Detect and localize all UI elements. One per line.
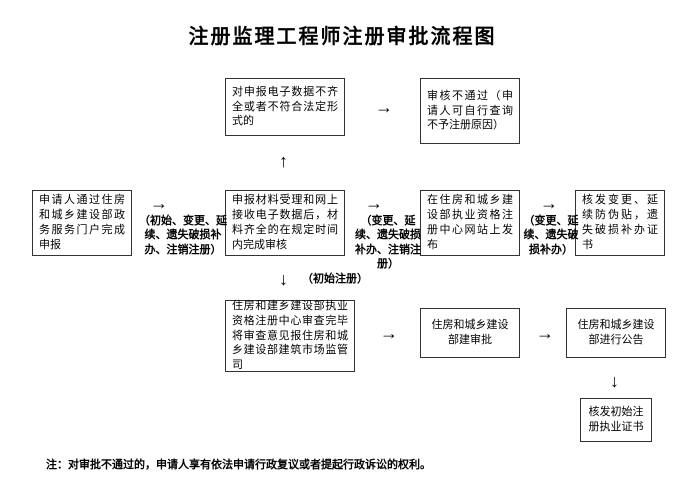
- node-issue-sticker-cert: 核发变更、延续防伪贴，遗失破损补办证书: [575, 190, 665, 256]
- arrow-down-icon: ↓: [610, 372, 619, 390]
- flowchart-canvas: 注册监理工程师注册审批流程图 申请人通过住房和城乡建设部政务服务门户完成申报 申…: [0, 0, 685, 500]
- node-review-fail: 审核不通过（申请人可自行查询不予注册原因）: [420, 78, 520, 144]
- edge-label: （初始注册）: [300, 272, 370, 286]
- footnote: 注：对审批不通过的，申请人享有依法申请行政复议或者提起行政诉讼的权利。: [46, 456, 431, 472]
- edge-label: （变更、延续、遗失破损补办）: [520, 214, 582, 257]
- arrow-right-icon: →: [150, 194, 168, 212]
- page-title: 注册监理工程师注册审批流程图: [0, 20, 685, 49]
- arrow-right-icon: →: [365, 194, 383, 212]
- arrow-down-icon: ↓: [279, 270, 288, 288]
- node-ministry-announce: 住房和城乡建设部进行公告: [566, 308, 666, 358]
- node-applicant-submit: 申请人通过住房和城乡建设部政务服务门户完成申报: [32, 190, 132, 256]
- node-ministry-approval: 住房和城乡建设部建审批: [420, 308, 520, 358]
- node-qualification-center: 住房和建乡建设部执业资格注册中心审查完毕将审查意见报住房和城乡建设部建筑市场监管…: [225, 300, 355, 372]
- arrow-right-icon: →: [380, 324, 398, 342]
- arrow-right-icon: →: [536, 324, 554, 342]
- arrow-right-icon: →: [375, 98, 393, 116]
- node-issue-initial-cert: 核发初始注册执业证书: [580, 398, 652, 442]
- arrow-up-icon: ↑: [279, 152, 288, 170]
- node-review-materials: 申报材料受理和网上接收电子数据后，材料齐全的在规定时间内完成审核: [225, 190, 345, 256]
- node-incomplete-data: 对申报电子数据不齐全或者不符合法定形式的: [225, 78, 345, 136]
- edge-label: （初始、变更、延续、遗失破损补办、注销注册）: [138, 214, 228, 257]
- node-publish-website: 在住房和城乡建设部执业资格注册中心网站上发布: [420, 190, 520, 256]
- arrow-right-icon: →: [540, 194, 558, 212]
- edge-label: （变更、延续、遗失破损补办、注销注册）: [350, 214, 426, 271]
